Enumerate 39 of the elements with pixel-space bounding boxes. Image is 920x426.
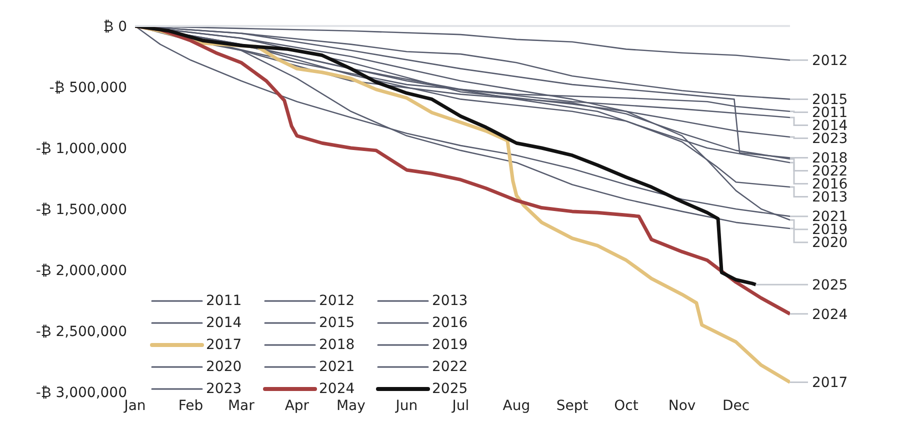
y-tick-label: -₿ 2,000,000 <box>36 262 127 279</box>
legend-label: 2024 <box>319 381 355 397</box>
x-tick-label: May <box>336 398 366 414</box>
legend-label: 2018 <box>319 337 355 353</box>
legend-label: 2011 <box>206 293 242 309</box>
x-tick-label: Sept <box>556 398 589 414</box>
legend-label: 2020 <box>206 359 242 375</box>
y-tick-label: -₿ 1,000,000 <box>36 140 127 157</box>
text: 2017 <box>812 375 848 392</box>
legend-label: 2014 <box>206 315 242 331</box>
x-tick-label: Apr <box>284 398 310 414</box>
y-tick-label: -₿ 500,000 <box>49 80 127 96</box>
legend-label: 2025 <box>432 381 468 397</box>
legend-label: 2017 <box>206 337 242 353</box>
y-tick-label: -₿ 1,500,000 <box>36 202 127 218</box>
x-tick-label: Nov <box>668 398 696 414</box>
legend-label: 2016 <box>432 315 468 331</box>
x-tick-label: Dec <box>722 398 750 414</box>
legend-label: 2022 <box>432 359 468 375</box>
text: 2012 <box>812 53 848 70</box>
x-tick-label: Jul <box>451 398 470 414</box>
x-tick-label: Feb <box>178 398 204 414</box>
y-tick-label: ₿ 0 <box>103 18 127 35</box>
x-tick-label: Aug <box>502 398 530 414</box>
legend-label: 2015 <box>319 315 355 331</box>
x-tick-label: Oct <box>614 398 639 414</box>
legend-label: 2013 <box>432 293 468 309</box>
x-tick-label: Jun <box>394 398 418 414</box>
legend-label: 2023 <box>206 381 242 397</box>
text: 2023 <box>812 131 848 148</box>
legend-label: 2012 <box>319 293 355 309</box>
legend-label: 2021 <box>319 359 355 375</box>
x-tick-label: Mar <box>228 398 255 414</box>
text: 2013 <box>812 190 848 206</box>
legend-label: 2019 <box>432 337 468 353</box>
text: 2025 <box>812 278 848 294</box>
y-tick-label: -₿ 2,500,000 <box>36 324 127 340</box>
text: 2020 <box>812 235 848 252</box>
text: 2024 <box>812 306 848 323</box>
